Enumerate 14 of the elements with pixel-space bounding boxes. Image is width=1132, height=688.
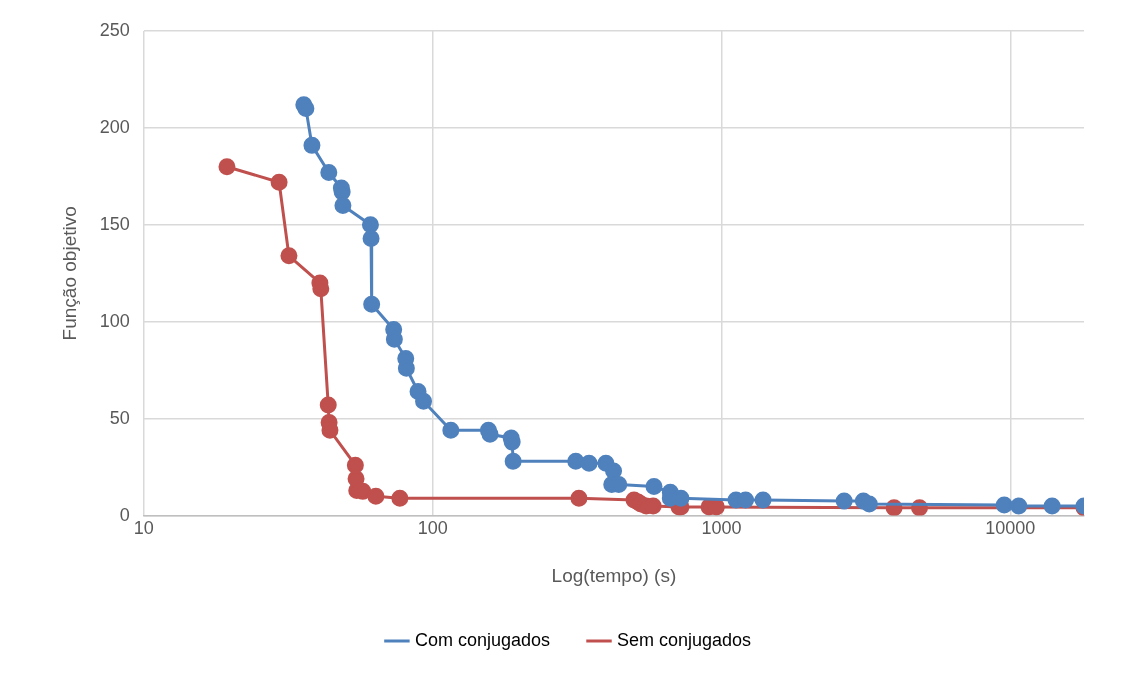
x-axis-title: Log(tempo) (s) — [551, 564, 677, 586]
y-tick-label: 50 — [109, 407, 130, 428]
y-tick-label: 0 — [119, 504, 130, 525]
x-tick-label: 1000 — [701, 518, 742, 539]
x-tick-label: 100 — [417, 518, 448, 539]
y-tick-label: 250 — [99, 19, 130, 40]
y-tick-label: 100 — [99, 310, 130, 331]
legend-label: Sem conjugados — [617, 629, 752, 650]
legend-label: Com conjugados — [414, 629, 551, 650]
x-tick-label: 10 — [133, 518, 154, 539]
y-tick-label: 150 — [99, 213, 130, 234]
y-axis-title: Função objetivo — [58, 206, 80, 341]
y-tick-label: 200 — [99, 116, 130, 137]
x-tick-label: 10000 — [985, 518, 1036, 539]
